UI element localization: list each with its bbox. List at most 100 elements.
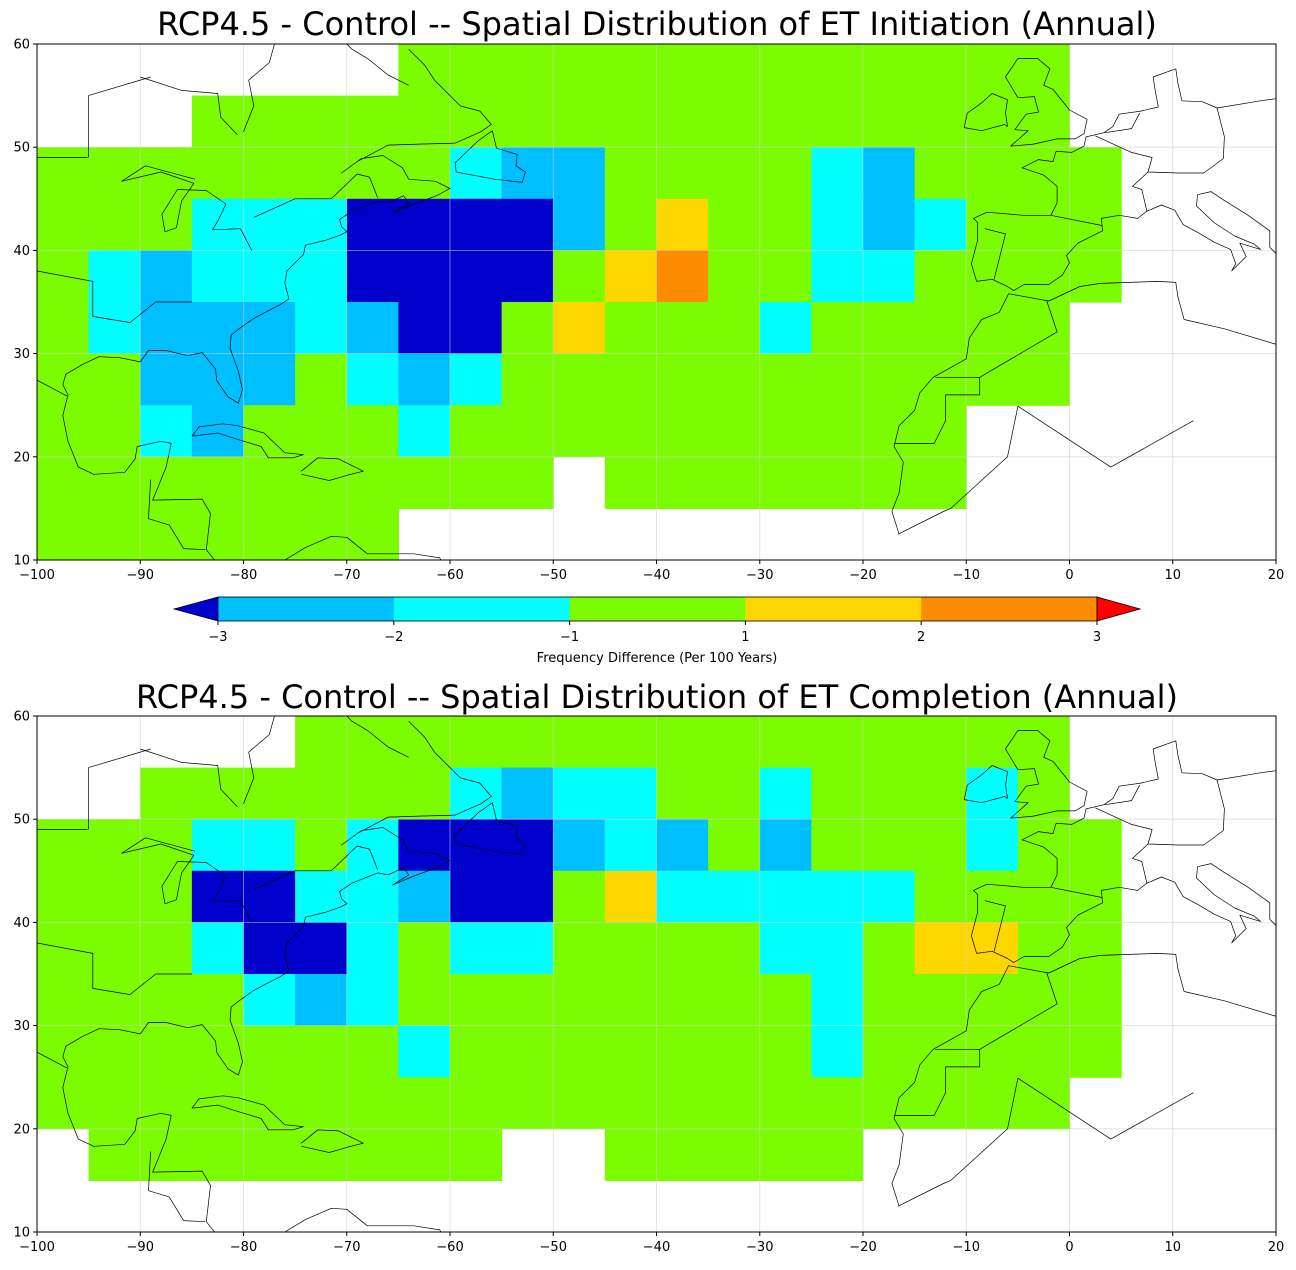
heatmap-cell bbox=[346, 405, 399, 458]
heatmap-cell bbox=[295, 819, 348, 872]
heatmap-cell bbox=[811, 870, 864, 923]
heatmap-cell bbox=[37, 922, 90, 975]
heatmap-cells bbox=[37, 44, 1122, 560]
heatmap-cell bbox=[759, 870, 812, 923]
heatmap-cell bbox=[708, 405, 761, 458]
heatmap-cell bbox=[450, 353, 503, 406]
x-tick-label: −90 bbox=[127, 1240, 154, 1255]
heatmap-cell bbox=[88, 1077, 141, 1130]
heatmap-cell bbox=[553, 1025, 606, 1078]
heatmap-cell bbox=[346, 250, 399, 303]
heatmap-cell bbox=[398, 405, 451, 458]
heatmap-cell bbox=[243, 1077, 296, 1130]
heatmap-cell bbox=[604, 250, 658, 303]
x-tick-label: −100 bbox=[19, 1240, 55, 1255]
heatmap-cell bbox=[37, 1025, 90, 1078]
heatmap-cell bbox=[604, 147, 658, 200]
heatmap-cell bbox=[811, 95, 864, 148]
heatmap-cell bbox=[88, 870, 141, 923]
heatmap-cell bbox=[863, 716, 916, 769]
heatmap-cell bbox=[914, 870, 967, 923]
heatmap-cell bbox=[604, 1077, 658, 1130]
heatmap-cell bbox=[295, 1077, 348, 1130]
heatmap-cell bbox=[553, 819, 606, 872]
colorbar-extend-high bbox=[1096, 596, 1142, 622]
coastline bbox=[894, 376, 981, 444]
coastline bbox=[191, 423, 304, 459]
heatmap-cell bbox=[966, 767, 1019, 820]
heatmap-cell bbox=[656, 198, 709, 251]
heatmap-cell bbox=[759, 405, 812, 458]
coastline bbox=[148, 1151, 206, 1223]
coastline bbox=[1017, 1077, 1194, 1140]
heatmap-cell bbox=[1017, 716, 1071, 769]
heatmap-cell bbox=[346, 147, 399, 200]
coastline bbox=[243, 44, 275, 132]
heatmap-cell bbox=[759, 44, 812, 97]
heatmap-cell bbox=[966, 1025, 1019, 1078]
heatmap-cell bbox=[346, 819, 399, 872]
heatmap-cell bbox=[656, 147, 709, 200]
colorbar-tick-label: −1 bbox=[560, 630, 579, 645]
coastline bbox=[454, 130, 526, 183]
heatmap-cell bbox=[243, 302, 296, 355]
heatmap-cell bbox=[295, 250, 348, 303]
colorbar-tick-label: −2 bbox=[384, 630, 403, 645]
heatmap-cell bbox=[450, 1077, 503, 1130]
heatmap-cell bbox=[450, 147, 503, 200]
heatmap-cell bbox=[863, 456, 916, 509]
heatmap-cell bbox=[1017, 147, 1071, 200]
heatmap-cell bbox=[966, 974, 1019, 1027]
coastline bbox=[121, 165, 253, 251]
heatmap-cell bbox=[243, 405, 296, 458]
coastline bbox=[37, 1051, 68, 1069]
heatmap-cell bbox=[88, 1025, 141, 1078]
heatmap-cell bbox=[1069, 974, 1122, 1027]
heatmap-cell bbox=[759, 198, 812, 251]
heatmap-cell bbox=[398, 767, 451, 820]
heatmap-cell bbox=[914, 147, 967, 200]
heatmap-cell bbox=[37, 870, 90, 923]
coastline bbox=[62, 48, 492, 404]
heatmap-cell bbox=[140, 147, 193, 200]
heatmap-cell bbox=[863, 922, 916, 975]
heatmap-cell bbox=[966, 44, 1019, 97]
heatmap-cell bbox=[450, 456, 503, 509]
heatmap-cell bbox=[708, 147, 761, 200]
heatmap-cell bbox=[863, 147, 916, 200]
heatmap-cell bbox=[759, 819, 812, 872]
heatmap-cell bbox=[450, 302, 503, 355]
heatmap-cell bbox=[1017, 819, 1071, 872]
heatmap-cell bbox=[1069, 870, 1122, 923]
heatmap-cell bbox=[243, 95, 296, 148]
heatmap-cell bbox=[398, 250, 451, 303]
colorbar-segment bbox=[569, 597, 746, 621]
heatmap-cell bbox=[191, 95, 245, 148]
heatmap-cell bbox=[398, 1025, 451, 1078]
coastline bbox=[140, 748, 238, 808]
heatmap-cell bbox=[863, 870, 916, 923]
heatmap-cell bbox=[37, 508, 90, 560]
heatmap-cell bbox=[1017, 302, 1071, 355]
heatmap-cell bbox=[604, 1025, 658, 1078]
coastline bbox=[984, 900, 1006, 952]
x-tick-label: −80 bbox=[230, 568, 257, 583]
heatmap-cell bbox=[811, 1128, 864, 1181]
heatmap-cell bbox=[501, 95, 554, 148]
colorbar: −3 −2 −1 1 2 3 bbox=[172, 596, 1142, 645]
colorbar-segment bbox=[218, 597, 395, 621]
heatmap-cell bbox=[966, 198, 1019, 251]
heatmap-cell bbox=[398, 1077, 451, 1130]
heatmap-cell bbox=[346, 1077, 399, 1130]
map-panel-completion: −100 −90 −80 −70 −60 −50 −40 −30 −20 −10 0 10 201020… bbox=[13, 710, 1284, 1256]
y-tick-label: 10 bbox=[13, 554, 30, 569]
heatmap-cell bbox=[140, 922, 193, 975]
heatmap-cell bbox=[811, 198, 864, 251]
heatmap-cell bbox=[811, 922, 864, 975]
heatmap-cell bbox=[501, 767, 554, 820]
x-tick-label: −70 bbox=[333, 568, 360, 583]
heatmap-cell bbox=[140, 1025, 193, 1078]
colorbar-segment bbox=[745, 597, 922, 621]
heatmap-cell bbox=[501, 870, 554, 923]
